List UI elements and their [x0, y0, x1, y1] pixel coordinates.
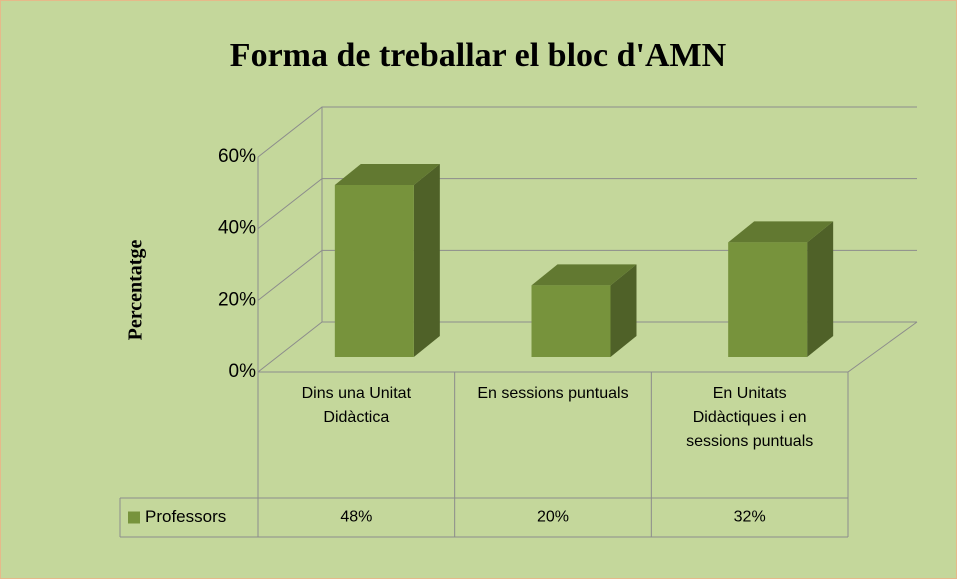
- x-tick-label: En sessions puntuals: [477, 385, 629, 402]
- bar: [728, 242, 808, 357]
- bar: [531, 285, 611, 357]
- bar-side: [807, 221, 834, 357]
- x-tick-label: En Unitats Didàctiques i en sessions pun…: [686, 385, 814, 450]
- legend-label: Professors: [145, 507, 226, 526]
- category-cell: Dins una Unitat Didàctica: [301, 385, 412, 426]
- bar: [334, 185, 414, 357]
- y-tick-label: 40%: [218, 218, 256, 239]
- y-tick-label: 60%: [218, 146, 256, 167]
- grid-line: [257, 178, 917, 230]
- chart-title: Forma de treballar el bloc d'AMN: [230, 37, 727, 74]
- data-label: 20%: [537, 509, 569, 526]
- y-tick-label: 20%: [218, 289, 256, 310]
- x-tick-label: Dins una Unitat Didàctica: [301, 385, 412, 426]
- data-label: 32%: [734, 509, 766, 526]
- category-cell: En Unitats Didàctiques i en sessions pun…: [686, 385, 814, 450]
- y-tick-label: 0%: [229, 361, 257, 382]
- bar-top: [334, 164, 440, 185]
- grid-line: [257, 106, 917, 158]
- bar-side: [610, 264, 637, 357]
- bar-top: [531, 264, 637, 286]
- grid-line: [257, 321, 917, 373]
- legend-swatch: [128, 511, 140, 524]
- bar-side: [413, 164, 440, 357]
- data-label: 48%: [340, 509, 372, 526]
- bar-top: [728, 221, 834, 243]
- category-cell: En sessions puntuals: [477, 385, 629, 402]
- grid-line: [257, 249, 917, 301]
- y-axis-label: Percentatge: [125, 240, 147, 341]
